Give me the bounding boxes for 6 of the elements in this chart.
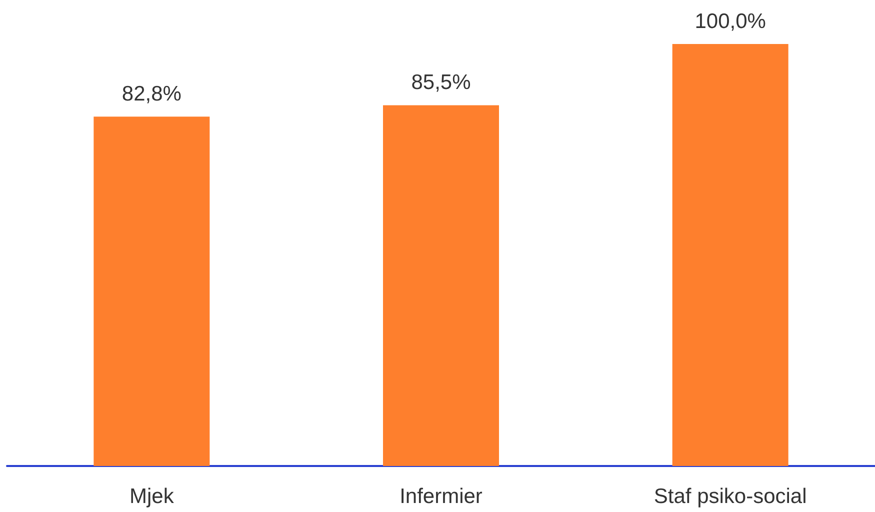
x-tick-label: Infermier (400, 485, 482, 508)
data-label: 100,0% (694, 10, 766, 33)
x-tick-label: Staf psiko-social (654, 485, 807, 508)
x-tick-label: Mjek (129, 485, 174, 508)
data-label: 82,8% (122, 82, 182, 106)
data-label: 85,5% (411, 71, 471, 94)
